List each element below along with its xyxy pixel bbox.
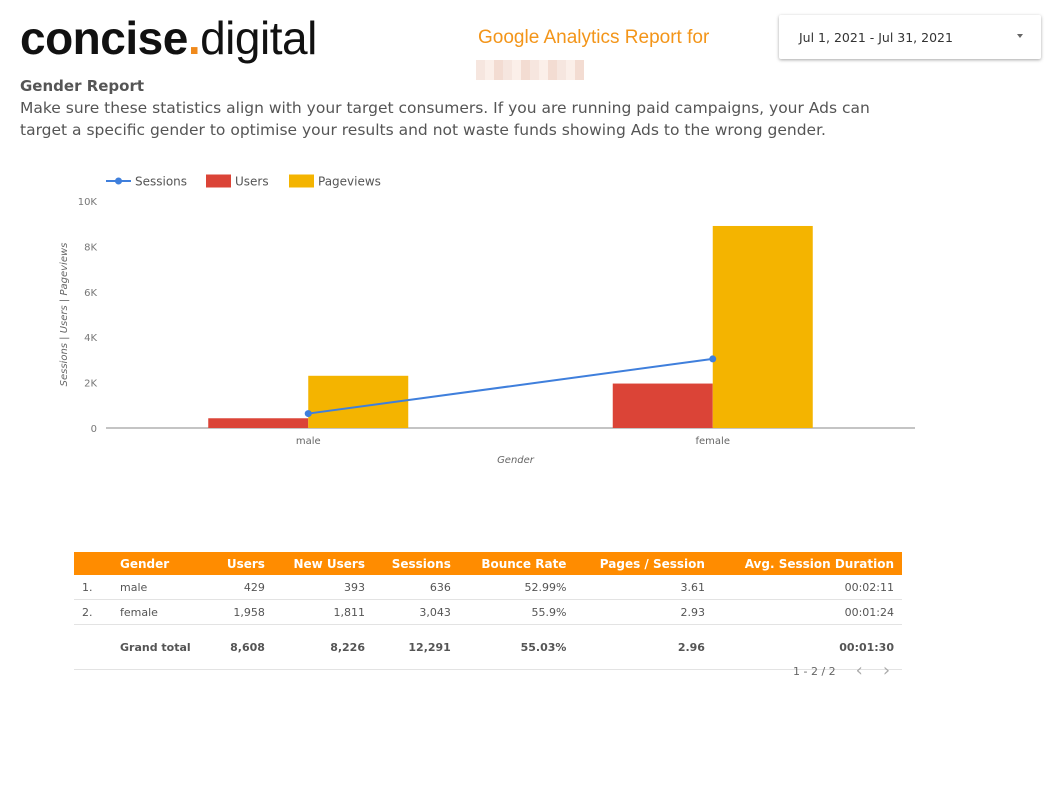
cell-bounce-rate: 52.99% bbox=[458, 575, 575, 600]
total-avg-duration: 00:01:30 bbox=[712, 624, 902, 670]
cell-gender: female bbox=[112, 599, 212, 625]
header-index bbox=[74, 552, 112, 575]
table-row: 2. female 1,958 1,811 3,043 55.9% 2.93 0… bbox=[74, 599, 902, 625]
x-tick-label: female bbox=[696, 436, 730, 447]
table-header-row: Gender Users New Users Sessions Bounce R… bbox=[74, 552, 902, 575]
pagination: 1 - 2 / 2 ‹ › bbox=[793, 662, 890, 680]
cell-new-users: 393 bbox=[272, 575, 373, 600]
cell-pages-session: 2.93 bbox=[574, 599, 713, 625]
total-users: 8,608 bbox=[211, 624, 273, 670]
redacted-site-name bbox=[476, 60, 584, 80]
x-tick-label: male bbox=[296, 436, 321, 447]
chevron-left-icon[interactable]: ‹ bbox=[855, 660, 863, 681]
header-avg-duration[interactable]: Avg. Session Duration bbox=[712, 552, 902, 575]
y-tick-label: 4K bbox=[84, 333, 97, 344]
point-sessions-male bbox=[304, 410, 312, 418]
cell-sessions: 3,043 bbox=[372, 599, 459, 625]
report-title: Google Analytics Report for bbox=[478, 27, 710, 48]
bar-pageviews-female bbox=[712, 225, 813, 428]
grand-total-row: Grand total 8,608 8,226 12,291 55.03% 2.… bbox=[74, 624, 902, 670]
cell-users: 429 bbox=[211, 575, 273, 600]
total-new-users: 8,226 bbox=[272, 624, 373, 670]
y-tick-label: 8K bbox=[84, 242, 97, 253]
bar-users-male bbox=[208, 418, 309, 428]
total-pages-session: 2.96 bbox=[574, 624, 713, 670]
row-index: 2. bbox=[74, 599, 112, 625]
header-new-users[interactable]: New Users bbox=[272, 552, 373, 575]
bar-users-female bbox=[612, 383, 713, 428]
legend-swatch-users bbox=[206, 174, 231, 188]
logo: concise.digital bbox=[20, 8, 317, 68]
total-sessions: 12,291 bbox=[372, 624, 459, 670]
legend-marker-sessions bbox=[115, 177, 122, 185]
table-row: 1. male 429 393 636 52.99% 3.61 00:02:11 bbox=[74, 575, 902, 600]
total-index bbox=[74, 624, 112, 670]
section-description: Make sure these statistics align with yo… bbox=[20, 99, 870, 139]
row-index: 1. bbox=[74, 575, 112, 600]
chart-svg: 0 2K 4K 6K 8K 10K Sessions | Users | Pageviews… bbox=[59, 174, 915, 466]
section-title: Gender Report bbox=[20, 77, 145, 95]
header-gender[interactable]: Gender bbox=[112, 552, 212, 575]
date-range-picker[interactable]: Jul 1, 2021 - Jul 31, 2021 bbox=[779, 15, 1041, 59]
total-bounce-rate: 55.03% bbox=[458, 624, 575, 670]
total-label: Grand total bbox=[112, 624, 212, 670]
gender-chart: 0 2K 4K 6K 8K 10K Sessions | Users | Pageviews… bbox=[50, 165, 950, 475]
cell-pages-session: 3.61 bbox=[574, 575, 713, 600]
chevron-right-icon[interactable]: › bbox=[882, 660, 891, 681]
header-sessions[interactable]: Sessions bbox=[372, 552, 459, 575]
cell-avg-duration: 00:02:11 bbox=[712, 575, 902, 600]
legend-swatch-pageviews bbox=[289, 174, 314, 188]
legend-label: Sessions bbox=[135, 175, 187, 189]
point-sessions-female bbox=[709, 355, 717, 363]
y-tick-label: 10K bbox=[78, 197, 98, 208]
legend-label: Pageviews bbox=[318, 175, 381, 189]
y-tick-label: 2K bbox=[84, 379, 97, 390]
caret-down-icon bbox=[1017, 34, 1023, 38]
logo-dot: . bbox=[187, 12, 201, 64]
legend-label: Users bbox=[235, 175, 269, 189]
cell-users: 1,958 bbox=[211, 599, 273, 625]
header-bounce-rate[interactable]: Bounce Rate bbox=[458, 552, 575, 575]
y-tick-label: 0 bbox=[91, 424, 97, 435]
logo-suffix: digital bbox=[200, 12, 317, 64]
y-tick-label: 6K bbox=[84, 288, 97, 299]
cell-sessions: 636 bbox=[372, 575, 459, 600]
logo-brand: concise bbox=[20, 12, 188, 64]
x-axis-label: Gender bbox=[497, 455, 535, 466]
header-pages-session[interactable]: Pages / Session bbox=[574, 552, 713, 575]
date-range-value: Jul 1, 2021 - Jul 31, 2021 bbox=[799, 29, 953, 45]
line-sessions bbox=[308, 357, 713, 415]
cell-gender: male bbox=[112, 575, 212, 600]
y-axis-label: Sessions | Users | Pageviews bbox=[59, 243, 70, 387]
header-users[interactable]: Users bbox=[211, 552, 273, 575]
cell-bounce-rate: 55.9% bbox=[458, 599, 575, 625]
cell-new-users: 1,811 bbox=[272, 599, 373, 625]
pagination-text: 1 - 2 / 2 bbox=[793, 664, 836, 678]
gender-table: Gender Users New Users Sessions Bounce R… bbox=[74, 552, 902, 670]
cell-avg-duration: 00:01:24 bbox=[712, 599, 902, 625]
